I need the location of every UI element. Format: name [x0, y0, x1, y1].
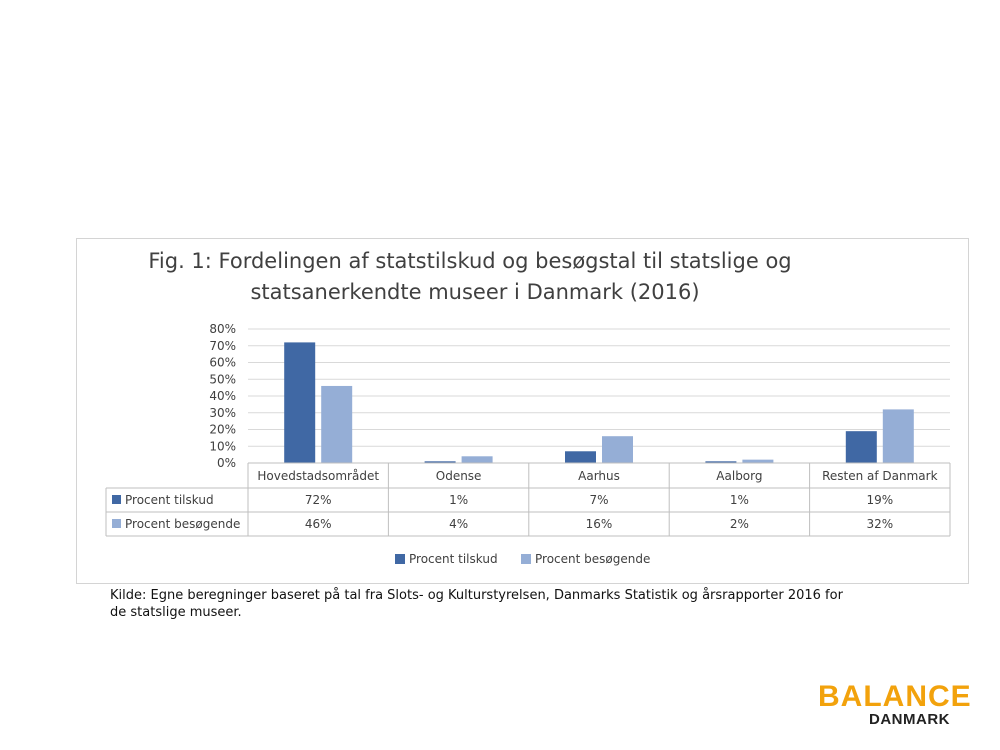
bar-besogende [321, 385, 353, 463]
data-label: 2% [730, 517, 749, 531]
data-label: 32% [866, 517, 893, 531]
caption-line-1: Kilde: Egne beregninger baseret på tal f… [110, 588, 843, 603]
bar-tilskud [845, 431, 877, 463]
caption-line-2: de statslige museer. [110, 605, 242, 620]
bar-besogende [742, 459, 774, 463]
balance-danmark-logo: BALANCE DANMARK [814, 680, 971, 730]
table-legend-key [112, 519, 121, 528]
data-label: 46% [305, 517, 332, 531]
y-tick-label: 10% [209, 439, 236, 453]
bar-tilskud [705, 461, 737, 463]
data-label: 1% [730, 493, 749, 507]
category-label: Aalborg [716, 469, 762, 483]
legend-label: Procent tilskud [409, 552, 498, 566]
y-tick-label: 70% [209, 339, 236, 353]
table-series-name: Procent besøgende [125, 517, 240, 531]
data-label: 72% [305, 493, 332, 507]
logo-word-balance: BALANCE [818, 680, 972, 713]
category-label: Aarhus [578, 469, 620, 483]
table-legend-key [112, 495, 121, 504]
source-caption: Kilde: Egne beregninger baseret på tal f… [110, 587, 950, 621]
y-tick-label: 0% [217, 456, 236, 470]
legend-label: Procent besøgende [535, 552, 650, 566]
y-tick-label: 80% [209, 322, 236, 336]
category-label: Hovedstadsområdet [257, 469, 379, 483]
chart-title-line-1: Fig. 1: Fordelingen af statstilskud og b… [148, 249, 792, 273]
bar-besogende [882, 409, 914, 463]
y-tick-label: 30% [209, 406, 236, 420]
data-label: 1% [449, 493, 468, 507]
y-tick-label: 50% [209, 372, 236, 386]
data-label: 4% [449, 517, 468, 531]
legend-swatch [521, 554, 531, 564]
category-label: Resten af Danmark [822, 469, 938, 483]
legend-swatch [395, 554, 405, 564]
y-tick-label: 40% [209, 389, 236, 403]
category-label: Odense [436, 469, 482, 483]
y-tick-label: 60% [209, 356, 236, 370]
data-label: 19% [866, 493, 893, 507]
chart-title: Fig. 1: Fordelingen af statstilskud og b… [0, 246, 940, 308]
logo-word-danmark: DANMARK [869, 711, 950, 728]
y-tick-label: 20% [209, 423, 236, 437]
data-label: 7% [589, 493, 608, 507]
chart-frame [76, 238, 969, 584]
bar-besogende [461, 456, 493, 463]
bar-tilskud [424, 461, 456, 463]
bar-tilskud [284, 342, 316, 463]
bar-besogende [602, 436, 633, 463]
table-series-name: Procent tilskud [125, 493, 214, 507]
bar-tilskud [565, 451, 596, 463]
data-label: 16% [586, 517, 613, 531]
chart-title-line-2: statsanerkendte museer i Danmark (2016) [250, 280, 700, 304]
